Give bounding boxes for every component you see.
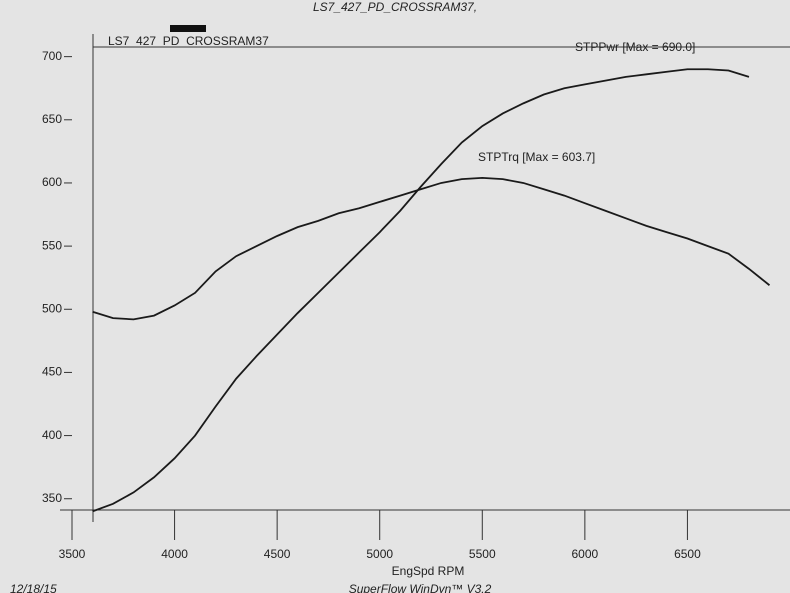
y-tick-label: 700 <box>42 49 62 63</box>
x-tick-label: 3500 <box>59 547 86 561</box>
y-tick-label: 500 <box>42 301 62 315</box>
header-bar <box>170 25 206 32</box>
y-tick-label: 600 <box>42 175 62 189</box>
x-tick-label: 5000 <box>366 547 393 561</box>
x-tick-label: 4000 <box>161 547 188 561</box>
y-tick-label: 350 <box>42 491 62 505</box>
y-tick-label: 550 <box>42 238 62 252</box>
legend-label: STPPwr [Max = 690.0] <box>575 40 695 54</box>
x-axis-label: EngSpd RPM <box>392 564 465 578</box>
y-tick-label: 400 <box>42 428 62 442</box>
y-tick-label: 450 <box>42 365 62 379</box>
y-tick-label: 650 <box>42 112 62 126</box>
footer-date: 12/18/15 <box>10 582 57 593</box>
footer-software: SuperFlow WinDyn™ V3.2 <box>349 582 492 593</box>
x-tick-label: 6000 <box>572 547 599 561</box>
header: LS7_427_PD_CROSSRAM37, <box>313 0 477 14</box>
series-line <box>92 176 771 321</box>
legend-label: STPTrq [Max = 603.7] <box>478 150 595 164</box>
x-tick-label: 6500 <box>674 547 701 561</box>
x-tick-label: 5500 <box>469 547 496 561</box>
chart-title: LS7_427_PD_CROSSRAM37 <box>108 34 269 48</box>
x-tick-label: 4500 <box>264 547 291 561</box>
series-line <box>92 68 750 513</box>
